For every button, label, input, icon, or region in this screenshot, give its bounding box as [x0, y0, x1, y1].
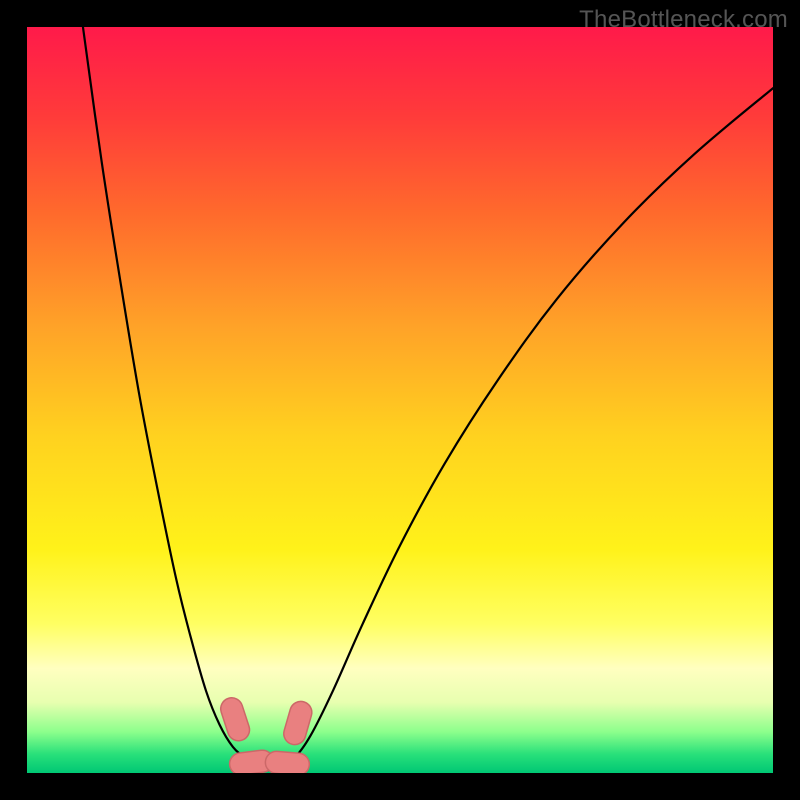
marker	[264, 750, 310, 773]
chart-frame: TheBottleneck.com	[0, 0, 800, 800]
chart-background	[27, 27, 773, 773]
chart-svg	[27, 27, 773, 773]
plot-area	[27, 27, 773, 773]
